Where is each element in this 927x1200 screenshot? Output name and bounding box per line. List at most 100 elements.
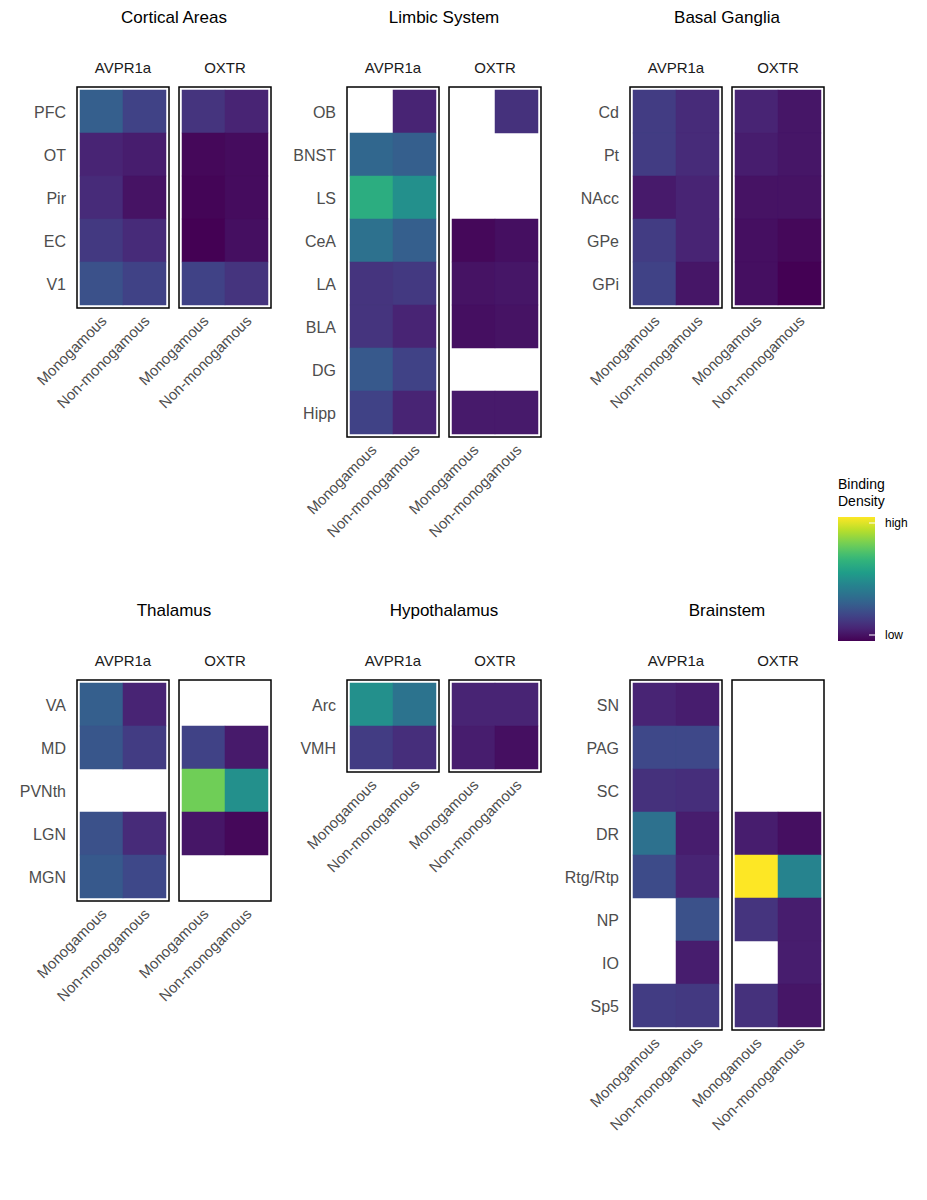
panel-label: AVPR1a [648, 59, 705, 76]
heat-cell [350, 219, 393, 262]
heat-cell [225, 262, 268, 305]
heatmap-chart: BrainstemSNPAGSCDRRtg/RtpNPIOSp5AVPR1aMo… [565, 601, 824, 1133]
color-bar: BindingDensityhighlow [838, 476, 908, 642]
heat-cell [123, 812, 166, 855]
heat-cell [735, 812, 778, 855]
heat-cell [182, 219, 225, 262]
row-label: NAcc [581, 190, 619, 207]
panel-label: AVPR1a [648, 652, 705, 669]
heat-cell [778, 262, 821, 305]
panel-frame [630, 680, 722, 1030]
heat-cell [495, 391, 538, 434]
heat-cell [123, 219, 166, 262]
heat-cell [778, 176, 821, 219]
heat-cell [80, 90, 123, 133]
heat-cell [80, 133, 123, 176]
row-label: Pt [604, 147, 620, 164]
panel-frame [630, 87, 722, 308]
panel-frame [732, 87, 824, 308]
heat-cell [452, 726, 495, 769]
heat-cell [182, 90, 225, 133]
heat-cell [778, 219, 821, 262]
heat-cell [633, 176, 676, 219]
heat-cell [676, 769, 719, 812]
heat-cell [735, 219, 778, 262]
heat-cell [676, 176, 719, 219]
heat-cell [676, 984, 719, 1027]
heat-cell [225, 219, 268, 262]
heat-cell [80, 176, 123, 219]
row-label: OB [313, 104, 336, 121]
heat-cell [633, 855, 676, 898]
row-label: OT [44, 147, 66, 164]
panel-label: AVPR1a [95, 59, 152, 76]
panel-frame [179, 87, 271, 308]
panel-label: OXTR [757, 652, 799, 669]
row-label: CeA [305, 233, 336, 250]
row-label: LGN [33, 826, 66, 843]
row-label: EC [44, 233, 66, 250]
heat-cell [452, 391, 495, 434]
row-label: PFC [34, 104, 66, 121]
heat-cell [633, 769, 676, 812]
row-label: MD [41, 740, 66, 757]
heat-cell [182, 176, 225, 219]
heat-cell [393, 219, 436, 262]
heat-cell [123, 855, 166, 898]
heatmap-chart: Basal GangliaCdPtNAccGPeGPiAVPR1aMonogam… [581, 8, 824, 411]
row-label: GPe [587, 233, 619, 250]
heat-cell [80, 219, 123, 262]
row-label: SC [597, 783, 619, 800]
column-label: Non-monogamous [323, 441, 422, 540]
column-label: Non-monogamous [425, 776, 524, 875]
chart-title: Basal Ganglia [674, 8, 780, 27]
row-label: IO [602, 955, 619, 972]
colorbar-tick [869, 523, 875, 524]
heat-cell [393, 176, 436, 219]
row-label: Hipp [303, 405, 336, 422]
heat-cell [676, 726, 719, 769]
column-label: Non-monogamous [425, 441, 524, 540]
row-label: Arc [312, 697, 336, 714]
heat-cell [393, 305, 436, 348]
heat-cell [778, 898, 821, 941]
panel-frame [732, 680, 824, 1030]
row-label: SN [597, 697, 619, 714]
heat-cell [495, 726, 538, 769]
heat-cell [80, 855, 123, 898]
row-label: MGN [29, 869, 66, 886]
heat-cell [633, 219, 676, 262]
chart-title: Cortical Areas [121, 8, 227, 27]
heat-cell [350, 726, 393, 769]
row-label: NP [597, 912, 619, 929]
heat-cell [778, 133, 821, 176]
heat-cell [452, 262, 495, 305]
panel-label: OXTR [474, 59, 516, 76]
heat-cell [393, 726, 436, 769]
column-label: Non-monogamous [708, 1034, 807, 1133]
chart-title: Hypothalamus [390, 601, 499, 620]
heat-cell [495, 262, 538, 305]
panel-frame [347, 87, 439, 437]
row-label: PAG [586, 740, 619, 757]
heat-cell [123, 683, 166, 726]
heat-cell [633, 726, 676, 769]
column-label: Non-monogamous [53, 905, 152, 1004]
heat-cell [393, 683, 436, 726]
heat-cell [735, 176, 778, 219]
heat-cell [182, 133, 225, 176]
chart-title: Thalamus [137, 601, 212, 620]
heat-cell [225, 133, 268, 176]
heat-cell [182, 262, 225, 305]
heat-cell [633, 984, 676, 1027]
row-label: GPi [592, 276, 619, 293]
heat-cell [778, 812, 821, 855]
panel-label: AVPR1a [365, 652, 422, 669]
panel-label: OXTR [757, 59, 799, 76]
heat-cell [225, 90, 268, 133]
heat-cell [350, 391, 393, 434]
panel-frame [77, 680, 169, 901]
heat-cell [452, 219, 495, 262]
column-label: Non-monogamous [606, 1034, 705, 1133]
heat-cell [676, 855, 719, 898]
